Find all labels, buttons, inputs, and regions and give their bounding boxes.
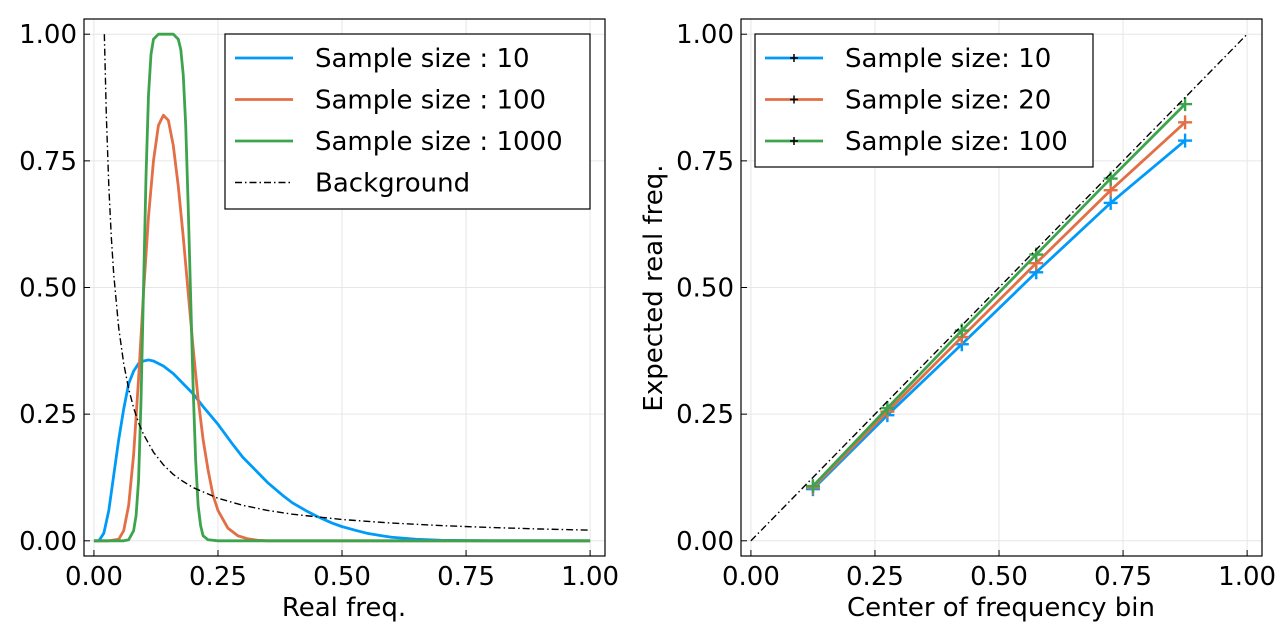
right-y-axis-label: Expected real freq.: [639, 164, 669, 411]
y-tick-label: 0.50: [19, 274, 77, 304]
legend-label: Sample size : 1000: [315, 127, 563, 157]
left-x-ticks: 0.00 0.25 0.50 0.75 1.00: [65, 550, 619, 592]
series-2-point: [805, 479, 820, 494]
legend-box: [224, 33, 591, 210]
y-tick-label: 0.75: [19, 147, 77, 177]
series-line-3: [750, 33, 1248, 542]
series-2-point: [880, 401, 895, 416]
x-tick-label: 0.50: [970, 562, 1028, 592]
legend-entry: Background: [235, 169, 470, 199]
y-tick-label: 1.00: [19, 20, 77, 50]
series-line-1: [93, 113, 591, 543]
series-line-1: [811, 121, 1187, 489]
left-legend: Sample size : 10 Sample size : 100 Sample …: [224, 33, 591, 210]
legend-label: Sample size : 10: [315, 44, 530, 74]
x-tick-label: 0.25: [846, 562, 904, 592]
series-0-point: [1103, 195, 1118, 210]
y-tick-label: 0.25: [19, 400, 77, 430]
y-tick-label: 0.75: [676, 147, 734, 177]
series-1-point: [1178, 115, 1193, 130]
legend-entry: Sample size: 100: [765, 127, 1068, 157]
legend-label: Sample size: 10: [845, 44, 1051, 74]
x-tick-label: 1.00: [561, 562, 619, 592]
y-tick-label: 0.25: [676, 400, 734, 430]
series-line-2: [93, 32, 591, 543]
series-line-0: [93, 358, 591, 543]
right-legend: Sample size: 10 Sample size: 20 Sample siz…: [754, 33, 1094, 168]
legend-entry: Sample size : 1000: [235, 127, 563, 157]
x-tick-label: 0.25: [189, 562, 247, 592]
series-line-0: [811, 139, 1186, 491]
legend-label: Sample size : 100: [315, 86, 546, 116]
legend-entry: Sample size : 10: [235, 44, 530, 74]
left-chart: 0.00 0.25 0.50 0.75 1.00 0.00 0.25 0.50 0.75 1.0…: [19, 18, 619, 623]
legend-entry: Sample size : 100: [235, 86, 546, 116]
series-2-point: [1178, 97, 1193, 112]
right-x-axis-label: Center of frequency bin: [847, 593, 1155, 623]
legend-label: Sample size: 100: [845, 127, 1068, 157]
x-tick-label: 0.75: [1094, 562, 1152, 592]
x-tick-label: 0.75: [437, 562, 495, 592]
series-line-2: [811, 103, 1187, 488]
legend-entry: Sample size: 10: [765, 44, 1051, 74]
series-0-point: [1178, 133, 1193, 148]
y-tick-label: 0.00: [676, 527, 734, 557]
left-y-ticks: 0.00 0.25 0.50 0.75 1.00: [19, 20, 90, 557]
right-x-ticks: 0.00 0.25 0.50 0.75 1.00: [722, 550, 1276, 592]
legend-entry: Sample size: 20: [765, 86, 1051, 116]
y-tick-label: 0.50: [676, 274, 734, 304]
x-tick-label: 0.50: [313, 562, 371, 592]
legend-label: Background: [315, 169, 470, 199]
legend-label: Sample size: 20: [845, 86, 1051, 116]
x-tick-label: 0.00: [722, 562, 780, 592]
right-y-ticks: 0.00 0.25 0.50 0.75 1.00: [676, 20, 747, 557]
series-line-3: [103, 34, 591, 531]
x-tick-label: 1.00: [1218, 562, 1276, 592]
x-tick-label: 0.00: [65, 562, 123, 592]
y-tick-label: 1.00: [676, 20, 734, 50]
right-chart: 0.00 0.25 0.50 0.75 1.00 0.00 0.25 0.50 0.75 1.0…: [639, 18, 1276, 623]
right-series-layer: [750, 33, 1248, 542]
left-x-axis-label: Real freq.: [282, 593, 406, 623]
left-series-layer: [93, 32, 591, 543]
y-tick-label: 0.00: [19, 527, 77, 557]
